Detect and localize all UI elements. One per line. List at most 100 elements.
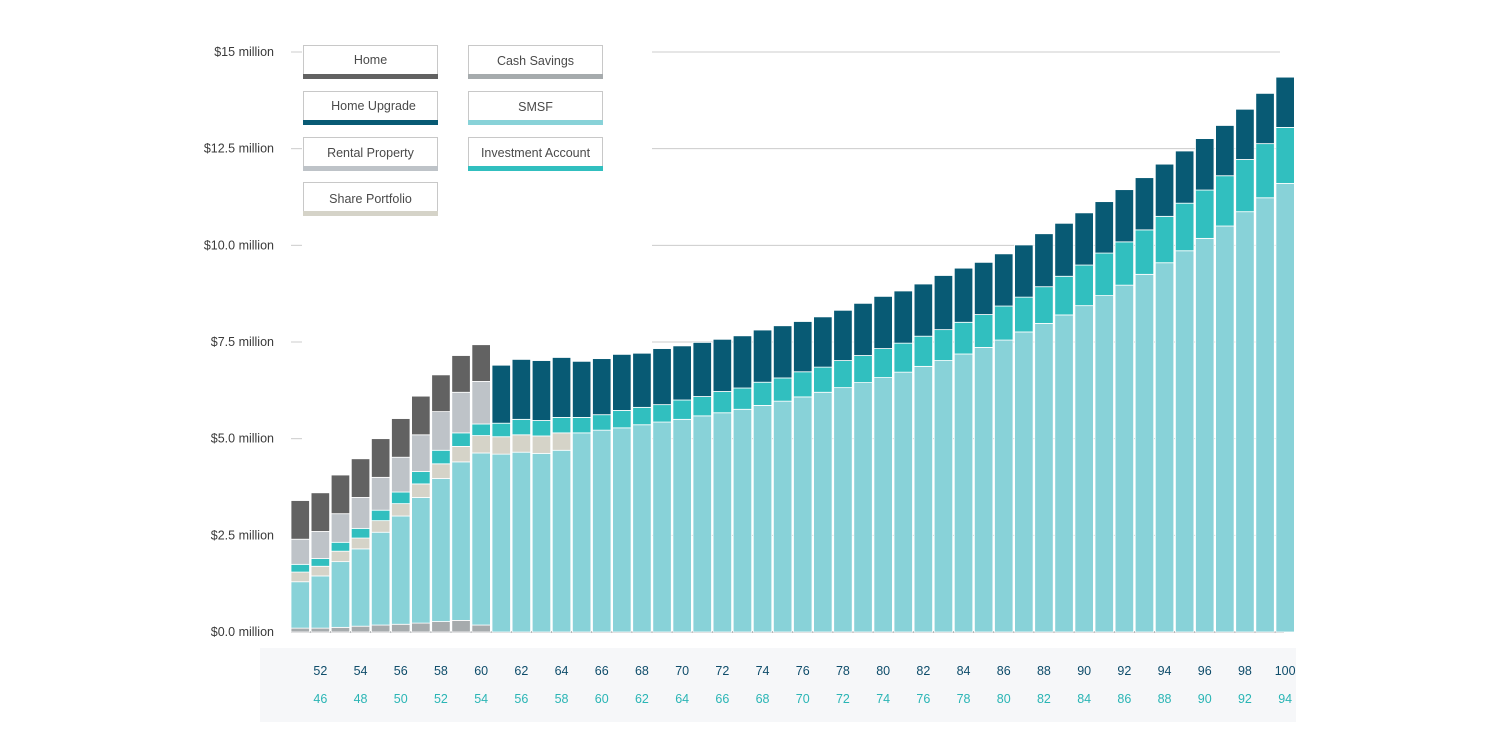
bar-segment-home-upgrade — [612, 353, 632, 411]
bar-segment-investment-account — [1094, 252, 1114, 296]
bar-segment-smsf — [451, 461, 471, 621]
bar-segment-investment-account — [1195, 189, 1215, 239]
bar-column-age-56 — [391, 418, 411, 633]
bar-segment-investment-account — [451, 432, 471, 447]
bar-column-age-98 — [1235, 108, 1255, 633]
bar-segment-home-upgrade — [893, 290, 913, 344]
bar-column-age-90 — [1074, 212, 1094, 633]
bar-segment-investment-account — [1175, 202, 1195, 252]
bar-segment-home-upgrade — [953, 267, 974, 323]
bar-segment-home-upgrade — [712, 338, 732, 392]
bar-segment-share-portfolio — [451, 445, 471, 463]
x-tick-label-secondary: 90 — [1198, 692, 1212, 706]
bar-segment-smsf — [511, 451, 531, 633]
x-tick-label-secondary: 80 — [997, 692, 1011, 706]
bar-segment-home-upgrade — [1014, 244, 1034, 298]
legend-label: Cash Savings — [496, 54, 575, 68]
x-tick-label-primary: 78 — [836, 664, 850, 678]
bar-segment-smsf — [732, 408, 753, 633]
bar-segment-home — [431, 374, 451, 413]
bar-column-age-79 — [853, 302, 873, 633]
bar-column-age-78 — [833, 309, 853, 633]
bar-segment-investment-account — [853, 355, 873, 383]
legend-investment-account[interactable]: Investment Account — [468, 137, 603, 171]
bar-segment-home-upgrade — [1074, 212, 1094, 266]
bar-segment-rental-property — [370, 476, 391, 511]
bar-column-age-62 — [511, 358, 531, 633]
x-axis-labels: 52 46 54 48 56 50 58 52 60 54 62 56 64 58 66 60 68 62 70 64… — [313, 664, 1295, 706]
bar-segment-cash-savings — [350, 625, 371, 633]
bar-segment-smsf — [893, 371, 913, 633]
x-tick-label-secondary: 92 — [1238, 692, 1252, 706]
bar-column-age-86 — [994, 253, 1014, 633]
bar-segment-share-portfolio — [511, 434, 531, 453]
bar-segment-rental-property — [330, 513, 351, 543]
y-axis-labels: $0.0 million $2.5 million $5.0 million $7.5… — [204, 45, 274, 639]
bar-segment-investment-account — [672, 399, 692, 420]
bar-segment-smsf — [1235, 211, 1255, 633]
bar-segment-smsf — [1215, 225, 1235, 633]
legend-home[interactable]: Home — [303, 45, 438, 79]
legend-share-portfolio[interactable]: Share Portfolio — [303, 182, 438, 216]
bar-segment-smsf — [1114, 284, 1134, 633]
bar-segment-investment-account — [813, 366, 833, 393]
bar-column-age-57 — [411, 395, 431, 633]
x-tick-label-primary: 52 — [313, 664, 327, 678]
bar-column-age-68 — [632, 352, 652, 633]
x-tick-label-primary: 76 — [796, 664, 810, 678]
bar-segment-smsf — [953, 353, 974, 633]
bar-column-age-66 — [592, 358, 612, 633]
legend-home-upgrade[interactable]: Home Upgrade — [303, 91, 438, 125]
legend-label: Home Upgrade — [331, 99, 416, 113]
x-tick-label-secondary: 54 — [474, 692, 488, 706]
bar-segment-home-upgrade — [672, 345, 692, 401]
bar-column-age-82 — [913, 283, 933, 633]
x-tick-label-secondary: 76 — [916, 692, 930, 706]
x-tick-label-primary: 90 — [1077, 664, 1091, 678]
bar-segment-investment-account — [350, 527, 371, 539]
legend-label: Investment Account — [480, 146, 591, 160]
bar-segment-investment-account — [652, 404, 672, 423]
bar-segment-cash-savings — [431, 621, 451, 633]
bar-segment-smsf — [370, 531, 391, 626]
bar-segment-investment-account — [572, 416, 592, 434]
bar-column-age-61 — [491, 364, 511, 633]
bar-column-age-73 — [732, 335, 753, 633]
bar-segment-smsf — [1054, 314, 1074, 633]
bar-column-age-74 — [752, 329, 773, 633]
x-tick-label-primary: 58 — [434, 664, 448, 678]
bar-segment-cash-savings — [290, 627, 310, 633]
bar-column-age-75 — [773, 325, 793, 633]
bar-segment-rental-property — [350, 497, 371, 529]
bar-segment-investment-account — [491, 422, 511, 438]
bar-segment-smsf — [1034, 323, 1054, 633]
legend-rental-property[interactable]: Rental Property — [303, 137, 438, 171]
bar-segment-smsf — [592, 429, 612, 633]
bar-segment-share-portfolio — [350, 537, 371, 550]
bar-segment-smsf — [833, 387, 853, 633]
x-tick-label-primary: 54 — [354, 664, 368, 678]
x-tick-label-primary: 96 — [1198, 664, 1212, 678]
bar-column-age-54 — [350, 458, 371, 633]
bar-segment-smsf — [712, 412, 732, 633]
bar-segment-smsf — [350, 548, 371, 627]
bar-column-age-91 — [1094, 201, 1114, 633]
bar-segment-investment-account — [471, 423, 491, 436]
bar-segment-smsf — [1255, 197, 1275, 633]
bar-segment-home-upgrade — [1034, 233, 1054, 288]
x-tick-label-secondary: 68 — [756, 692, 770, 706]
bar-segment-investment-account — [1034, 286, 1054, 324]
bar-column-age-77 — [813, 316, 833, 633]
bar-segment-home — [391, 418, 411, 458]
bar-segment-investment-account — [1275, 127, 1295, 184]
legend-smsf[interactable]: SMSF — [468, 91, 603, 125]
bar-segment-investment-account — [330, 541, 351, 552]
x-tick-label-primary: 84 — [957, 664, 971, 678]
bar-segment-cash-savings — [451, 620, 471, 633]
legend-swatch — [303, 211, 438, 216]
y-tick-label: $10.0 million — [204, 238, 274, 252]
legend-cash-savings[interactable]: Cash Savings — [468, 45, 603, 79]
bar-segment-investment-account — [1154, 215, 1175, 264]
bar-segment-home-upgrade — [1255, 92, 1275, 145]
